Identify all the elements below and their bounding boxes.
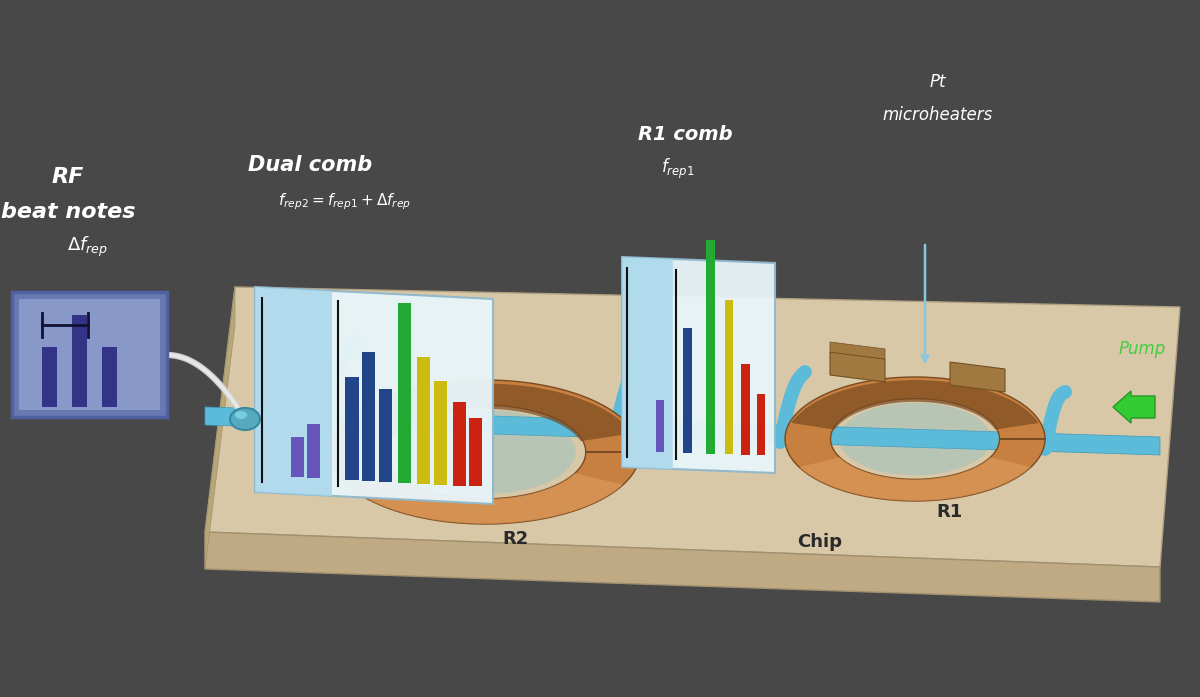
Text: R1: R1 (937, 503, 964, 521)
Polygon shape (622, 257, 775, 473)
Ellipse shape (395, 410, 576, 494)
Bar (742, 364, 750, 455)
Bar (362, 352, 376, 481)
Bar (379, 388, 392, 482)
Polygon shape (330, 380, 640, 524)
Polygon shape (205, 532, 1160, 602)
Bar (655, 400, 664, 452)
Polygon shape (799, 457, 1031, 501)
Bar (469, 418, 482, 487)
Ellipse shape (230, 408, 260, 430)
Polygon shape (785, 377, 1045, 501)
Text: $f_{rep2} = f_{rep1}+\Delta f_{rep}$: $f_{rep2} = f_{rep1}+\Delta f_{rep}$ (278, 192, 412, 213)
Text: Pump: Pump (1118, 340, 1165, 358)
Bar (346, 377, 359, 480)
Bar (307, 424, 320, 478)
Bar (683, 328, 691, 452)
Polygon shape (347, 473, 623, 524)
Bar (42, 347, 58, 407)
Text: R2: R2 (502, 530, 528, 548)
Bar (19, 299, 160, 410)
Text: RF: RF (52, 167, 84, 187)
Polygon shape (830, 352, 886, 382)
Bar (757, 394, 766, 455)
Polygon shape (337, 383, 632, 441)
Bar (452, 402, 466, 486)
Text: Chip: Chip (798, 533, 842, 551)
Bar (433, 381, 446, 484)
Polygon shape (254, 287, 332, 496)
Text: $f_{rep1}$: $f_{rep1}$ (661, 157, 695, 181)
Polygon shape (791, 380, 1039, 429)
Bar (102, 347, 116, 407)
Polygon shape (205, 287, 1180, 567)
Text: $\Delta f_{rep}$: $\Delta f_{rep}$ (67, 235, 108, 259)
Polygon shape (622, 257, 673, 469)
Polygon shape (254, 287, 493, 504)
Text: R1 comb: R1 comb (637, 125, 732, 144)
FancyArrow shape (1114, 391, 1154, 423)
Text: microheaters: microheaters (883, 106, 994, 124)
Polygon shape (950, 362, 1006, 392)
Text: Dual comb: Dual comb (248, 155, 372, 175)
Bar (706, 240, 714, 454)
Bar (12, 292, 167, 417)
Bar (725, 300, 733, 454)
Bar (72, 315, 88, 407)
Text: beat notes: beat notes (1, 202, 136, 222)
Bar (290, 437, 304, 477)
Text: Pt: Pt (930, 73, 947, 91)
Bar (416, 358, 430, 484)
Bar (397, 303, 410, 483)
Polygon shape (205, 407, 1160, 455)
Ellipse shape (839, 403, 991, 475)
Polygon shape (205, 287, 235, 569)
Polygon shape (830, 342, 886, 359)
Ellipse shape (235, 411, 247, 419)
